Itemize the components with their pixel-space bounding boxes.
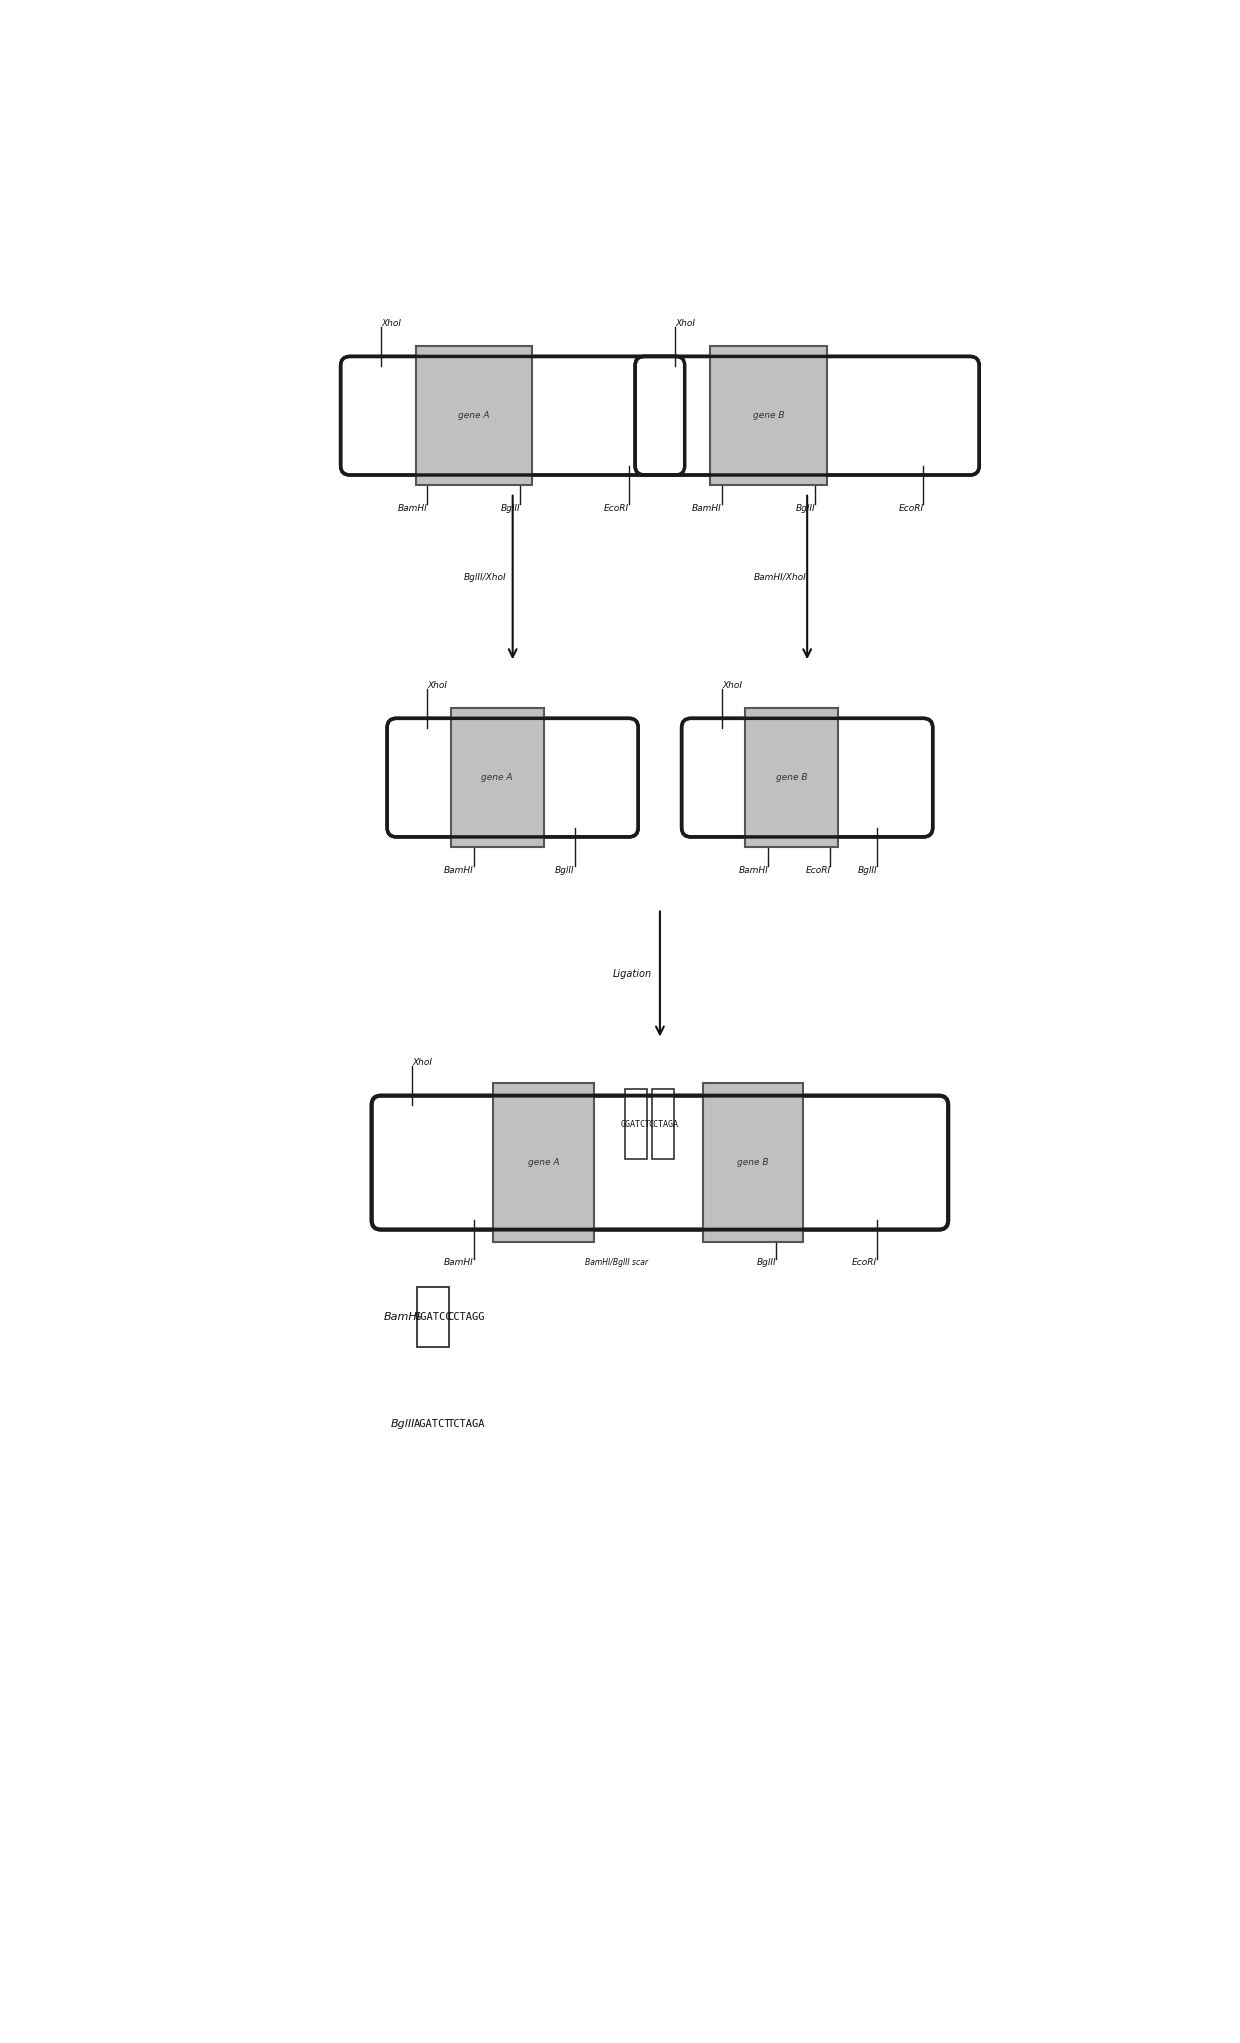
- Text: CCTAGA: CCTAGA: [649, 1120, 678, 1128]
- Bar: [450, 709, 543, 848]
- Text: gene A: gene A: [528, 1158, 559, 1167]
- Text: GGATCT: GGATCT: [621, 1120, 651, 1128]
- Text: BamHI: BamHI: [398, 505, 428, 513]
- Text: EcoRI: EcoRI: [852, 1258, 877, 1267]
- Text: Ligation: Ligation: [614, 968, 652, 979]
- FancyBboxPatch shape: [635, 355, 980, 476]
- Text: BamHI: BamHI: [444, 1258, 474, 1267]
- Text: BglII: BglII: [857, 866, 877, 874]
- Text: gene A: gene A: [458, 411, 490, 421]
- Text: XhoI: XhoI: [676, 319, 696, 327]
- Text: BamHI: BamHI: [739, 866, 769, 874]
- Text: CCTAGG: CCTAGG: [448, 1312, 485, 1322]
- Text: BglII: BglII: [391, 1420, 415, 1430]
- Text: EcoRI: EcoRI: [604, 505, 629, 513]
- Text: GGATCC: GGATCC: [414, 1312, 451, 1322]
- Text: XhoI: XhoI: [412, 1058, 432, 1066]
- Text: BglII/XhoI: BglII/XhoI: [464, 572, 507, 582]
- FancyBboxPatch shape: [682, 719, 932, 838]
- Bar: [652, 1089, 673, 1158]
- Text: BamHI: BamHI: [444, 866, 474, 874]
- Text: BamHI: BamHI: [692, 505, 722, 513]
- Bar: [711, 347, 827, 484]
- Text: BglII: BglII: [795, 505, 815, 513]
- Text: XhoI: XhoI: [428, 680, 448, 691]
- Text: AGATCT: AGATCT: [414, 1420, 451, 1430]
- Bar: [745, 709, 838, 848]
- Text: BamHI/BglII scar: BamHI/BglII scar: [585, 1258, 649, 1267]
- Text: EcoRI: EcoRI: [898, 505, 924, 513]
- Bar: [417, 1287, 449, 1346]
- Text: BglII: BglII: [756, 1258, 776, 1267]
- FancyBboxPatch shape: [372, 1095, 949, 1230]
- Text: BglII: BglII: [556, 866, 574, 874]
- Bar: [494, 1083, 594, 1242]
- Text: EcoRI: EcoRI: [805, 866, 831, 874]
- FancyBboxPatch shape: [341, 355, 684, 476]
- Text: gene B: gene B: [776, 772, 807, 782]
- Text: TCTAGA: TCTAGA: [448, 1420, 485, 1430]
- Text: BamHI: BamHI: [384, 1312, 422, 1322]
- Text: BglII: BglII: [501, 505, 521, 513]
- Text: gene B: gene B: [753, 411, 784, 421]
- FancyBboxPatch shape: [387, 719, 639, 838]
- Text: XhoI: XhoI: [381, 319, 401, 327]
- Text: gene A: gene A: [481, 772, 513, 782]
- Bar: [625, 1089, 647, 1158]
- Text: gene B: gene B: [737, 1158, 769, 1167]
- Bar: [703, 1083, 804, 1242]
- Text: BamHI/XhoI: BamHI/XhoI: [754, 572, 806, 582]
- Text: XhoI: XhoI: [722, 680, 742, 691]
- Bar: [415, 347, 532, 484]
